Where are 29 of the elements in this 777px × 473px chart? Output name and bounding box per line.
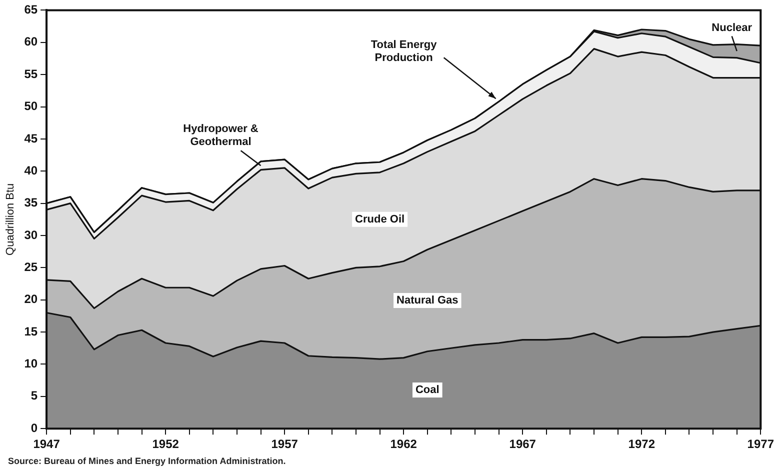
y-tick-label: 40 — [24, 163, 38, 178]
y-tick-label: 10 — [24, 356, 38, 371]
series-label: Nuclear — [712, 22, 753, 34]
y-tick-label: 20 — [24, 292, 38, 306]
series-label: Crude Oil — [355, 213, 405, 226]
x-tick-label: 1977 — [747, 437, 774, 452]
y-tick-label: 30 — [24, 228, 38, 242]
y-tick-label: 0 — [30, 420, 38, 435]
annotation: Total Energy Production — [370, 39, 438, 64]
y-tick-label: 55 — [24, 66, 38, 81]
x-tick-label: 1972 — [628, 437, 656, 452]
y-axis-title: Quadrillion Btu — [4, 183, 17, 256]
x-tick-label: 1967 — [509, 437, 536, 452]
y-tick-label: 60 — [24, 34, 38, 49]
series-label: Coal — [415, 384, 440, 396]
y-tick-label: 5 — [30, 388, 38, 403]
y-tick-label: 25 — [24, 260, 38, 274]
y-tick-label: 65 — [24, 2, 38, 17]
source-note: Source: Bureau of Mines and Energy Information Administration. — [8, 456, 286, 466]
x-tick-label: 1957 — [271, 437, 298, 452]
y-tick-label: 50 — [24, 99, 38, 114]
y-tick-label: 35 — [24, 196, 38, 210]
x-tick-label: 1947 — [33, 437, 60, 452]
y-tick-label: 15 — [24, 324, 38, 338]
x-tick-label: 1962 — [390, 437, 418, 452]
series-label: Hydropower & Geothermal — [183, 123, 258, 148]
x-tick-label: 1952 — [152, 437, 180, 452]
y-tick-label: 45 — [24, 131, 38, 146]
series-label: Natural Gas — [396, 294, 458, 307]
